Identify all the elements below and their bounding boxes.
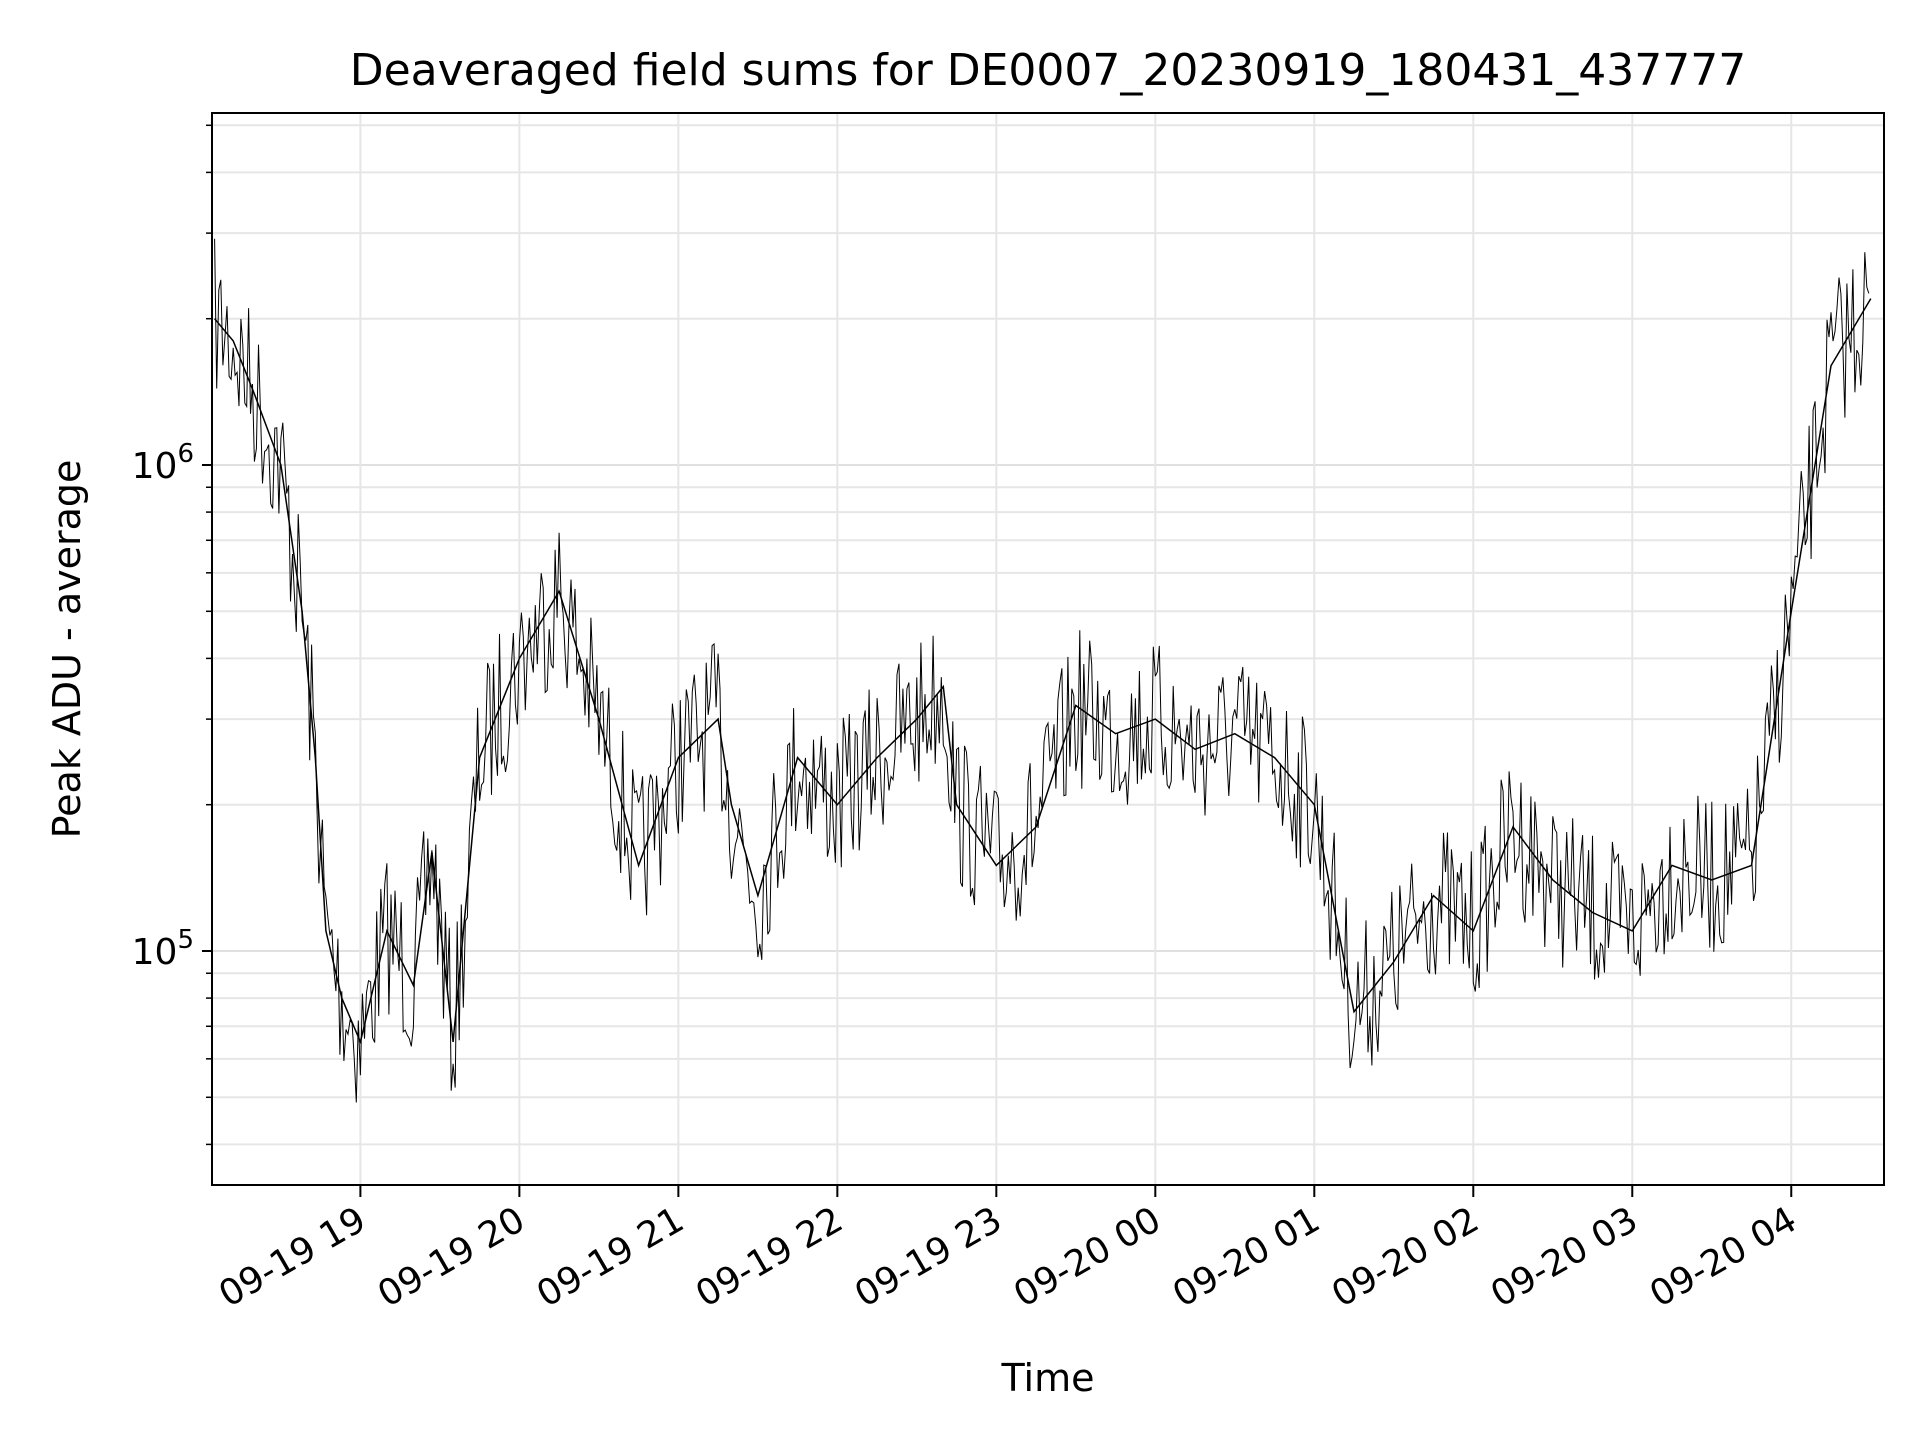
y-axis-label: Peak ADU - average (45, 460, 89, 839)
data-series (214, 238, 1872, 1103)
chart-title: Deaveraged field sums for DE0007_2023091… (350, 45, 1747, 96)
x-axis-label: Time (1001, 1356, 1095, 1400)
plot-frame (211, 112, 1885, 1186)
series-line (214, 298, 1872, 1045)
series-line-noise (214, 238, 1870, 1103)
